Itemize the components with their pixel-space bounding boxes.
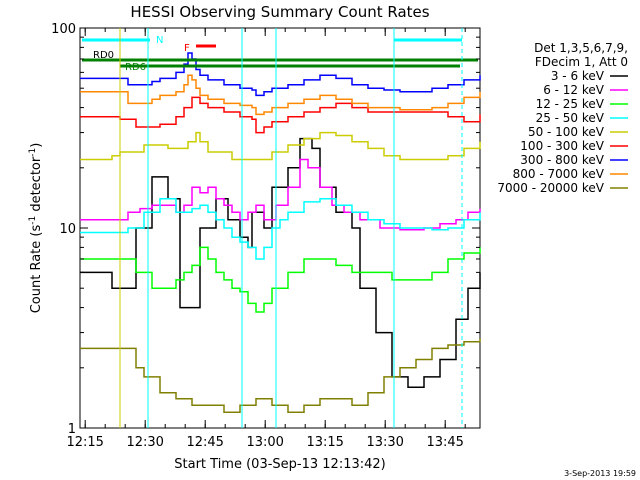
y-axis-title-super: -1 bbox=[28, 216, 38, 225]
legend-label: 25 - 50 keV bbox=[536, 111, 605, 125]
y-tick-label: 100 bbox=[51, 22, 76, 37]
x-tick-label: 13:15 bbox=[306, 435, 343, 450]
time-markers bbox=[119, 28, 463, 428]
chart-title: HESSI Observing Summary Count Rates bbox=[130, 3, 429, 21]
y-tick-label: 1 bbox=[68, 422, 76, 437]
series-50-100-kev bbox=[80, 131, 481, 161]
f-flag-label: F bbox=[184, 43, 190, 54]
legend-label: 3 - 6 keV bbox=[551, 69, 605, 83]
legend-header-line: FDecim 1, Att 0 bbox=[535, 55, 628, 69]
series-300-800-kev bbox=[80, 52, 481, 97]
legend-label: 100 - 300 keV bbox=[520, 139, 604, 153]
rd0-flag-label: RD0 bbox=[93, 50, 114, 61]
y-axis-title-part: detector bbox=[29, 156, 44, 216]
legend: Det 1,3,5,6,7,9, FDecim 1, Att 0 3 - 6 k… bbox=[497, 41, 628, 195]
series-3-6-kev bbox=[80, 137, 481, 388]
axes-layer: 12:15 12:30 12:45 13:00 13:15 13:30 13:45 1 10 10… bbox=[51, 22, 480, 450]
x-tick-label: 13:45 bbox=[426, 435, 463, 450]
series-800-7000-kev bbox=[80, 74, 481, 116]
series-12-25-kev bbox=[80, 246, 481, 313]
date-stamp: 3-Sep-2013 19:59 bbox=[564, 469, 636, 478]
y-tick-label: 10 bbox=[59, 222, 76, 237]
x-tick-label: 13:30 bbox=[366, 435, 403, 450]
y-axis-title-part: Count Rate (s bbox=[29, 225, 44, 314]
x-tick-label: 13:00 bbox=[246, 435, 283, 450]
legend-label: 6 - 12 keV bbox=[543, 83, 605, 97]
n-flag-label: N bbox=[156, 35, 163, 46]
legend-label: 12 - 25 keV bbox=[536, 97, 605, 111]
legend-label: 7000 - 20000 keV bbox=[497, 181, 604, 195]
x-tick-label: 12:15 bbox=[66, 435, 103, 450]
rd6-flag-label: RD6 bbox=[125, 62, 146, 73]
legend-label: 300 - 800 keV bbox=[520, 153, 604, 167]
series-100-300-kev bbox=[80, 96, 481, 134]
y-axis-title-part: ) bbox=[29, 143, 44, 148]
series-25-50-kev bbox=[80, 198, 481, 260]
legend-label: 800 - 7000 keV bbox=[513, 167, 605, 181]
x-tick-label: 12:30 bbox=[126, 435, 163, 450]
flags-layer: RD0 RD6 N F bbox=[82, 35, 478, 73]
legend-header-line: Det 1,3,5,6,7,9, bbox=[534, 41, 628, 55]
y-axis-title: Count Rate (s-1 detector-1) bbox=[28, 143, 44, 314]
x-tick-label: 12:45 bbox=[186, 435, 223, 450]
legend-label: 50 - 100 keV bbox=[528, 125, 605, 139]
series-7000-20000-kev bbox=[80, 338, 481, 413]
series-layer bbox=[80, 52, 481, 413]
y-axis-title-super: -1 bbox=[28, 148, 38, 157]
x-axis-title: Start Time (03-Sep-13 12:13:42) bbox=[174, 457, 385, 472]
